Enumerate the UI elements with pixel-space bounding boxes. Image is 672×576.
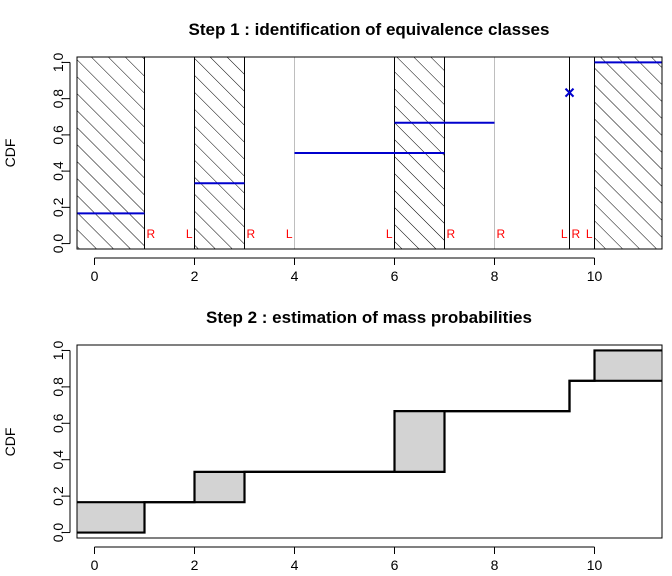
hatched-interval bbox=[77, 57, 145, 249]
y-tick-label: 0.6 bbox=[50, 413, 66, 433]
lower-bound-line bbox=[77, 379, 662, 534]
endpoint-label: L bbox=[386, 227, 393, 241]
plot-frame bbox=[76, 56, 663, 250]
axes: 0 2 4 6 8 10 0.0 0.2 0.4 0.6 0.8 1.0 bbox=[50, 52, 663, 284]
mass-box bbox=[77, 502, 145, 533]
y-tick-label: 0.2 bbox=[50, 197, 66, 217]
endpoint-label: L bbox=[561, 227, 568, 241]
y-axis-label: CDF bbox=[2, 428, 18, 457]
y-tick-label: 0.0 bbox=[50, 523, 66, 543]
x-tick-label: 8 bbox=[491, 268, 499, 284]
endpoint-label: L bbox=[186, 227, 193, 241]
x-tick-label: 0 bbox=[91, 557, 99, 573]
point-mass-stroke bbox=[564, 87, 575, 98]
x-tick-label: 6 bbox=[391, 268, 399, 284]
upper-bound-line bbox=[77, 349, 662, 504]
y-tick-label: 0.4 bbox=[50, 450, 66, 470]
x-tick-label: 8 bbox=[491, 557, 499, 573]
endpoint-label: R bbox=[497, 227, 506, 241]
endpoint-label: R bbox=[147, 227, 156, 241]
axes: 0 2 4 6 8 10 0.0 0.2 0.4 0.6 0.8 1.0 bbox=[50, 341, 663, 573]
endpoint-label: R bbox=[572, 227, 581, 241]
y-tick-label: 0.4 bbox=[50, 161, 66, 181]
x-tick-label: 10 bbox=[587, 268, 603, 284]
x-tick-label: 4 bbox=[291, 268, 299, 284]
endpoint-label: L bbox=[586, 227, 593, 241]
hatched-interval bbox=[194, 57, 245, 249]
mass-box bbox=[194, 471, 245, 503]
chart-title: Step 2 : estimation of mass probabilitie… bbox=[206, 308, 532, 327]
y-tick-label: 0.8 bbox=[50, 89, 66, 109]
y-tick-label: 0.0 bbox=[50, 234, 66, 254]
x-tick-label: 6 bbox=[391, 557, 399, 573]
x-tick-label: 4 bbox=[291, 557, 299, 573]
x-tick-label: 10 bbox=[587, 557, 603, 573]
x-tick-label: 0 bbox=[91, 268, 99, 284]
endpoint-label: L bbox=[286, 227, 293, 241]
y-tick-label: 1.0 bbox=[50, 341, 66, 361]
y-axis-label: CDF bbox=[2, 139, 18, 168]
y-tick-label: 0.2 bbox=[50, 486, 66, 506]
point-mass-marker bbox=[564, 87, 575, 98]
y-tick-label: 0.8 bbox=[50, 377, 66, 397]
hatched-interval bbox=[594, 57, 662, 249]
x-tick-label: 2 bbox=[191, 268, 199, 284]
chart-title: Step 1 : identification of equivalence c… bbox=[189, 20, 550, 39]
mass-box bbox=[594, 350, 662, 381]
mass-box bbox=[394, 411, 445, 472]
endpoint-label: R bbox=[247, 227, 256, 241]
endpoint-label: R bbox=[447, 227, 456, 241]
y-tick-label: 1.0 bbox=[50, 52, 66, 72]
panel-step1: Step 1 : identification of equivalence c… bbox=[2, 20, 663, 284]
panel-step2: Step 2 : estimation of mass probabilitie… bbox=[2, 308, 663, 573]
y-tick-label: 0.6 bbox=[50, 125, 66, 145]
plot-area bbox=[77, 349, 662, 534]
x-tick-label: 2 bbox=[191, 557, 199, 573]
plot-frame bbox=[76, 344, 663, 539]
